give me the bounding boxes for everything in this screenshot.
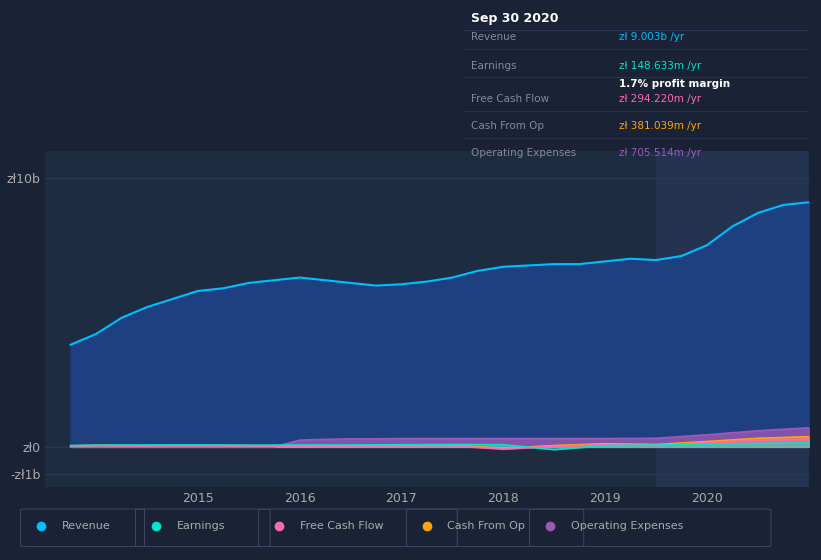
Bar — [656, 151, 809, 487]
Text: Cash From Op: Cash From Op — [470, 121, 544, 131]
Text: zł 148.633m /yr: zł 148.633m /yr — [619, 60, 701, 71]
Text: Revenue: Revenue — [470, 32, 516, 42]
Text: Sep 30 2020: Sep 30 2020 — [470, 12, 558, 25]
Text: Operating Expenses: Operating Expenses — [470, 148, 576, 158]
Text: zł 9.003b /yr: zł 9.003b /yr — [619, 32, 684, 42]
Text: zł 705.514m /yr: zł 705.514m /yr — [619, 148, 701, 158]
Text: Earnings: Earnings — [177, 521, 225, 531]
Text: Free Cash Flow: Free Cash Flow — [300, 521, 383, 531]
Text: 1.7% profit margin: 1.7% profit margin — [619, 79, 730, 89]
Text: zł 294.220m /yr: zł 294.220m /yr — [619, 94, 701, 104]
Text: Revenue: Revenue — [62, 521, 110, 531]
Text: Earnings: Earnings — [470, 60, 516, 71]
Text: Free Cash Flow: Free Cash Flow — [470, 94, 549, 104]
Text: Cash From Op: Cash From Op — [447, 521, 525, 531]
Text: Operating Expenses: Operating Expenses — [571, 521, 683, 531]
Text: zł 381.039m /yr: zł 381.039m /yr — [619, 121, 701, 131]
